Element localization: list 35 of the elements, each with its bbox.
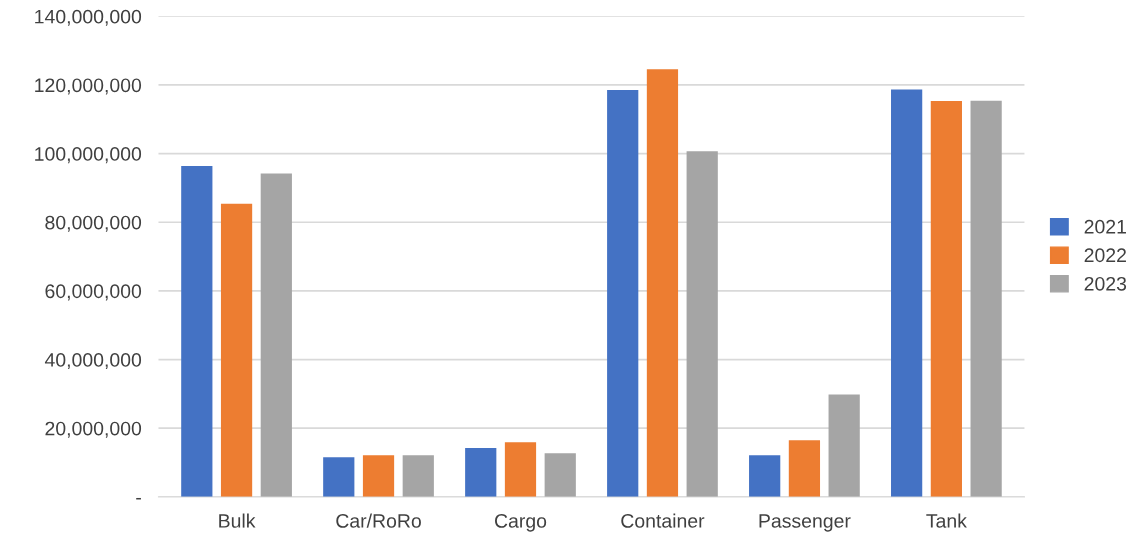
y-tick-label: 100,000,000	[35, 147, 142, 164]
bar	[646, 69, 679, 497]
bar	[362, 455, 395, 497]
y-tick-label: 40,000,000	[44, 353, 142, 370]
bar	[402, 455, 434, 497]
bar	[930, 101, 962, 497]
bar	[828, 394, 860, 497]
bar	[323, 457, 355, 497]
x-tick-label: Car/RoRo	[336, 513, 421, 528]
legend-label: 2023	[1084, 276, 1127, 291]
x-tick-label: Container	[621, 513, 705, 528]
bar	[891, 89, 923, 497]
x-tick-label: Passenger	[759, 514, 851, 532]
bar	[970, 100, 1002, 497]
legend-label: 2022	[1084, 248, 1126, 263]
y-tick-label: 140,000,000	[35, 9, 142, 26]
bar	[788, 440, 821, 497]
x-tick-label: Cargo	[495, 514, 547, 532]
bar	[686, 151, 718, 497]
y-tick-label: 120,000,000	[35, 78, 142, 95]
y-tick-label: -	[136, 497, 141, 500]
x-tick-label: Bulk	[219, 513, 256, 528]
y-tick-label: 60,000,000	[45, 284, 142, 301]
bar	[260, 173, 292, 497]
bar	[465, 448, 497, 497]
bar	[181, 165, 213, 497]
x-tick-label: Tank	[926, 513, 967, 528]
legend-label: 2021	[1084, 219, 1126, 234]
bar	[544, 453, 576, 497]
bar	[504, 442, 537, 497]
bar	[220, 203, 253, 497]
y-tick-label: 80,000,000	[45, 215, 142, 232]
bar	[607, 90, 639, 497]
y-tick-label: 20,000,000	[45, 421, 142, 438]
bar	[749, 455, 781, 497]
